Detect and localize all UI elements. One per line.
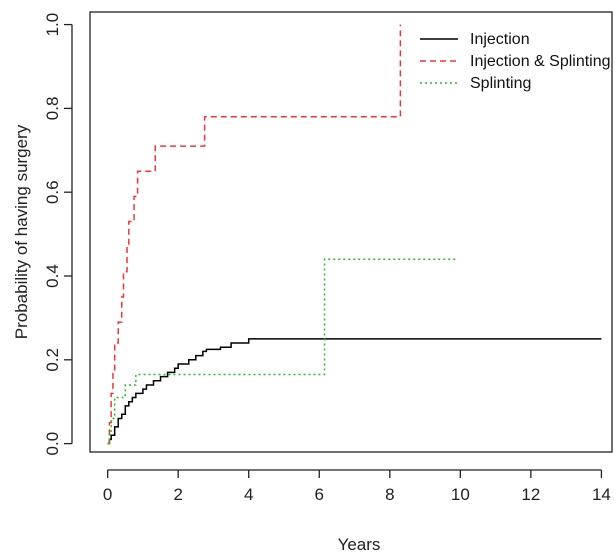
x-tick-label: 6 <box>315 485 324 504</box>
series-line-injection-splinting <box>107 24 402 445</box>
series-line-splinting <box>107 258 457 445</box>
legend-label: Injection & Splinting <box>470 53 611 70</box>
legend-label: Splinting <box>470 75 531 92</box>
y-tick-label: 0.4 <box>43 264 62 288</box>
legend-label: Injection <box>470 31 530 48</box>
x-tick-label: 0 <box>103 485 112 504</box>
y-tick-label: 1.0 <box>43 13 62 37</box>
y-tick-label: 0.6 <box>43 180 62 204</box>
x-tick-label: 14 <box>592 485 611 504</box>
y-tick-label: 0.0 <box>43 432 62 456</box>
x-axis-label: Years <box>338 535 381 554</box>
x-tick-label: 2 <box>173 485 182 504</box>
x-tick-label: 8 <box>385 485 394 504</box>
axes: 0 2 4 6 8 10 12 14 0.0 0.2 0.4 0.6 0.8 1.0 <box>43 11 613 504</box>
y-axis-label: Probability of having surgery <box>12 124 31 339</box>
series-layer <box>107 24 602 445</box>
legend: Injection Injection & Splinting Splinting <box>420 31 611 92</box>
y-tick-label: 0.8 <box>43 97 62 121</box>
x-tick-label: 10 <box>451 485 470 504</box>
x-tick-label: 4 <box>244 485 253 504</box>
y-tick-label: 0.2 <box>43 348 62 372</box>
x-tick-label: 12 <box>521 485 540 504</box>
series-line-injection <box>107 338 602 445</box>
plot-frame <box>89 11 613 453</box>
